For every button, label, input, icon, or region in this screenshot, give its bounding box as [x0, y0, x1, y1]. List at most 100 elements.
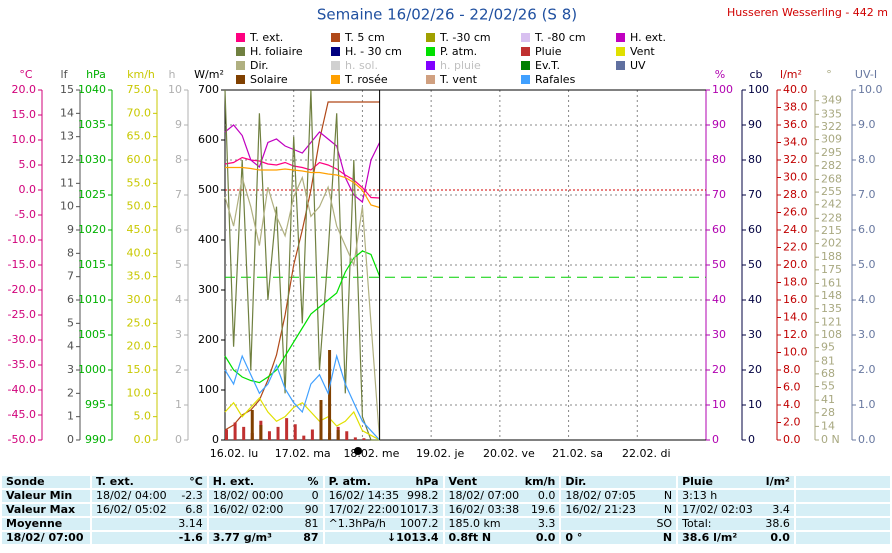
y-tick-label: -30.0 [8, 333, 36, 346]
cell-content: P. atm. hPa [329, 477, 439, 487]
table-row: 18/02/ 07:00 -1.6 3.77 g/m³ 87 ↓1013.4 0.8ft … [0, 530, 892, 546]
cell-text: 0.8ft N [448, 531, 492, 544]
y-tick-label: 202 [821, 237, 842, 250]
empty-cell [793, 516, 892, 532]
y-tick-label: 5 [67, 316, 74, 329]
y-tick-label: -10.0 [8, 233, 36, 246]
legend-label: T. ext. [249, 31, 283, 44]
y-tick-label: 10 [168, 83, 182, 96]
y-tick-label: 36.0 [783, 118, 808, 131]
y-tick-label: 10.0 [127, 386, 152, 399]
legend-swatch [426, 33, 435, 42]
header-cell: Vent km/h [442, 474, 562, 490]
y-tick-label: 38.0 [783, 101, 808, 114]
y-tick-label: 68 [821, 367, 835, 380]
row-label: Valeur Min [0, 488, 92, 504]
y-tick-label: 228 [821, 211, 842, 224]
cell-value: -1.6 [178, 531, 203, 544]
legend-label: Solaire [250, 73, 288, 86]
cell-text: H. ext. [212, 475, 255, 488]
y-tick-label: 700 [198, 83, 219, 96]
cell-content: 3.77 g/m³ 87 [213, 533, 319, 543]
axis-label: km/h [127, 68, 155, 81]
cell-content: Dir. [565, 477, 672, 487]
y-tick-label: 20.0 [127, 340, 152, 353]
y-tick-label: 7 [175, 188, 182, 201]
y-tick-label: -25.0 [8, 308, 36, 321]
y-tick-label: 148 [821, 289, 842, 302]
legend-swatch [521, 75, 530, 84]
legend-swatch [521, 61, 530, 70]
cell-content: Total: 38.6 [682, 519, 790, 529]
y-tick-label: 6.0 [858, 223, 876, 236]
table-cell: 3.14 [89, 516, 209, 532]
row-label: Valeur Max [0, 502, 92, 518]
y-tick-label: 40 [712, 293, 726, 306]
y-tick-label: 7.0 [858, 188, 876, 201]
legend-label: Ev.T. [535, 59, 560, 72]
y-tick-label: 10 [712, 398, 726, 411]
cell-value: 0.0 [537, 489, 556, 502]
y-tick-label: 24.0 [783, 223, 808, 236]
table-row: Valeur Max 16/02/ 05:02 6.8 16/02/ 02:00 90 1… [0, 502, 892, 518]
y-tick-label: 1 [175, 398, 182, 411]
x-tick-label: 21.02. sa [552, 447, 603, 460]
cell-content: 3.14 [96, 517, 203, 530]
legend-swatch [521, 47, 530, 56]
y-tick-label: 60.0 [127, 153, 152, 166]
y-tick-label: 8 [67, 246, 74, 259]
cell-text: 18/02/ 07:05 [565, 489, 637, 502]
cell-value: N [662, 531, 673, 544]
cell-value: 998.2 [407, 489, 439, 502]
cell-content: 18/02/ 00:00 0 [213, 491, 319, 501]
bar [293, 424, 297, 440]
cell-content: 18/02/ 07:05 N [565, 489, 672, 502]
summary-table: Sonde T. ext. °C H. ext.% P. atm. hPa Vent km/h… [0, 474, 892, 546]
y-tick-label: 175 [821, 263, 842, 276]
table-cell: 0.8ft N 0.0 [442, 530, 562, 546]
table-cell: 18/02/ 07:05 N [559, 488, 679, 504]
y-tick-label: 5.0 [19, 158, 37, 171]
cell-text: 16/02/ 05:02 [95, 503, 167, 516]
series-line [224, 89, 380, 441]
cell-content: 38.6 l/m² 0.0 [682, 531, 790, 544]
y-tick-label: 25.0 [127, 316, 152, 329]
legend-swatch [616, 47, 625, 56]
y-tick-label: 100 [712, 83, 733, 96]
cell-content: H. ext.% [212, 475, 319, 488]
legend-label: H. - 30 cm [345, 45, 402, 58]
cell-text: 185.0 km [448, 517, 501, 530]
y-tick-label: 1040 [78, 83, 106, 96]
y-tick-label: 30 [748, 328, 762, 341]
x-tick-label: 20.02. ve [483, 447, 535, 460]
y-tick-label: 6 [175, 223, 182, 236]
y-tick-label: 4 [67, 340, 74, 353]
empty-cell [793, 530, 892, 546]
legend-swatch [616, 61, 625, 70]
bar [302, 435, 306, 440]
y-tick-label: 6.0 [783, 381, 801, 394]
y-tick-label: -50.0 [8, 433, 36, 446]
axis-label: h [169, 68, 176, 81]
cell-text: 17/02/ 02:03 [682, 503, 753, 516]
cell-content: SO [565, 519, 672, 529]
legend-swatch [236, 75, 245, 84]
y-tick-label: 8.0 [858, 153, 876, 166]
y-tick-label: 55.0 [127, 176, 152, 189]
y-tick-label: 1015 [78, 258, 106, 271]
axis-label: °C [19, 68, 33, 81]
cell-value: 0.0 [770, 531, 790, 544]
y-tick-label: 35.0 [127, 270, 152, 283]
y-tick-label: 10.0 [12, 133, 37, 146]
y-tick-label: 13 [60, 130, 74, 143]
y-tick-label: 10.0 [783, 346, 808, 359]
y-tick-label: 0.0 [858, 433, 876, 446]
y-tick-label: 9.0 [858, 118, 876, 131]
cell-content: Pluie l/m² [682, 477, 790, 487]
y-tick-label: 22.0 [783, 241, 808, 254]
cell-value: 3.14 [178, 517, 203, 530]
header-cell: Sonde [0, 474, 92, 490]
cell-value: 0.0 [535, 531, 556, 544]
table-cell: 18/02/ 07:00 0.0 [442, 488, 562, 504]
table-cell: 16/02/ 05:02 6.8 [89, 502, 209, 518]
